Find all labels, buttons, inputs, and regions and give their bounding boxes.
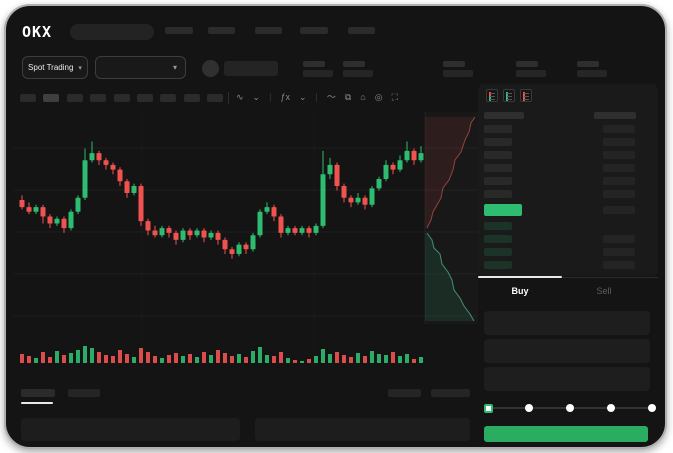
- slider-stop-1[interactable]: [525, 404, 533, 412]
- amount-input[interactable]: [484, 339, 650, 363]
- snapshot-icon[interactable]: ⌂: [360, 92, 366, 102]
- bid-amount-3: [603, 248, 635, 256]
- stat-label-1: [303, 61, 325, 67]
- divider: |: [269, 92, 272, 102]
- history-panel-placeholder: [255, 418, 470, 441]
- slider-stop-3[interactable]: [607, 404, 615, 412]
- book-view-asks-only-icon[interactable]: [520, 89, 532, 102]
- stat-value-1: [303, 70, 333, 77]
- book-view-bids-only-icon[interactable]: [503, 89, 515, 102]
- book-header-price: [484, 112, 524, 119]
- chart-bottom-link-1[interactable]: [388, 389, 421, 397]
- total-input[interactable]: [484, 367, 650, 391]
- stat-label-2: [343, 61, 365, 67]
- ask-amount-4: [603, 164, 635, 172]
- tabs-divider: [478, 277, 658, 278]
- app-window: OKX Spot Trading ▾ ▾ ∿ ⌄ | ƒx ⌄ | 〜 ⧉ ⌂ ◎ ⛶: [4, 4, 667, 449]
- slider-stop-0-selected[interactable]: [483, 403, 493, 413]
- chart-bottom-tab-2[interactable]: [68, 389, 100, 397]
- ask-amount-3: [603, 151, 635, 159]
- divider: |: [315, 92, 318, 102]
- chart-style-icon[interactable]: ∿: [236, 92, 244, 102]
- timeframe-button-8[interactable]: [183, 94, 200, 102]
- nav-item-5[interactable]: [348, 27, 375, 34]
- last-price-amount: [603, 206, 635, 214]
- ask-amount-1: [603, 125, 635, 133]
- chart-bottom-link-2[interactable]: [431, 389, 470, 397]
- pair-name-placeholder: [224, 61, 278, 76]
- market-type-label: Spot Trading: [28, 63, 74, 72]
- stat-label-3: [443, 61, 465, 67]
- stat-value-2: [343, 70, 373, 77]
- bid-amount-2: [603, 235, 635, 243]
- stat-value-3: [443, 70, 473, 77]
- timeframe-button-1[interactable]: [20, 94, 36, 102]
- ask-price-2[interactable]: [484, 138, 512, 146]
- orders-panel-placeholder: [21, 418, 240, 441]
- bid-price-1[interactable]: [484, 222, 512, 230]
- candlestick-chart[interactable]: [14, 110, 478, 372]
- chevron-down-icon: ▾: [172, 63, 177, 72]
- bid-price-4[interactable]: [484, 261, 512, 269]
- okx-logo: OKX: [22, 23, 53, 41]
- timeframe-button-5[interactable]: [113, 94, 130, 102]
- ask-price-4[interactable]: [484, 164, 512, 172]
- book-view-combined-book-icon[interactable]: [486, 89, 498, 102]
- pair-selector-dropdown[interactable]: ▾: [95, 56, 186, 79]
- nav-item-3[interactable]: [255, 27, 282, 34]
- tab-sell[interactable]: Sell: [596, 286, 612, 296]
- timeframe-button-7[interactable]: [160, 94, 177, 102]
- nav-item-4[interactable]: [300, 27, 328, 34]
- ask-amount-2: [603, 138, 635, 146]
- ask-amount-5: [603, 177, 635, 185]
- chevron-down-icon[interactable]: ⌄: [252, 92, 261, 102]
- stat-value-5: [577, 70, 607, 77]
- stat-value-4: [516, 70, 546, 77]
- buy-button[interactable]: [484, 426, 648, 442]
- slider-stop-4[interactable]: [648, 404, 656, 412]
- book-header-amount: [594, 112, 636, 119]
- tab-buy[interactable]: Buy: [511, 286, 529, 296]
- bid-price-2[interactable]: [484, 235, 512, 243]
- ask-price-6[interactable]: [484, 190, 512, 198]
- stat-label-5: [577, 61, 599, 67]
- timeframe-button-3[interactable]: [66, 94, 83, 102]
- trendline-icon[interactable]: 〜: [326, 92, 336, 102]
- chart-bottom-tab-1[interactable]: [21, 389, 55, 397]
- ask-amount-6: [603, 190, 635, 198]
- bid-price-3[interactable]: [484, 248, 512, 256]
- chevron-down-icon: ▾: [78, 64, 82, 72]
- nav-item-2[interactable]: [208, 27, 235, 34]
- ask-price-5[interactable]: [484, 177, 512, 185]
- slider-stop-2[interactable]: [566, 404, 574, 412]
- fullscreen-icon[interactable]: ⛶: [391, 92, 398, 102]
- timeframe-button-4[interactable]: [90, 94, 107, 102]
- stat-label-4: [516, 61, 538, 67]
- bid-amount-4: [603, 261, 635, 269]
- search-input[interactable]: [70, 24, 154, 40]
- last-price-badge[interactable]: [484, 204, 522, 216]
- chevron-down-icon[interactable]: ⌄: [298, 92, 307, 102]
- buy-tab-underline: [478, 276, 562, 278]
- ask-price-3[interactable]: [484, 151, 512, 159]
- market-type-dropdown[interactable]: Spot Trading ▾: [22, 56, 88, 79]
- settings-icon[interactable]: ◎: [374, 92, 383, 102]
- price-input[interactable]: [484, 311, 650, 335]
- active-tab-underline: [21, 402, 53, 404]
- timeframe-button-2[interactable]: [43, 94, 60, 102]
- compare-icon[interactable]: ⧉: [344, 92, 352, 102]
- indicators-icon[interactable]: ƒx: [280, 92, 290, 102]
- nav-item-1[interactable]: [165, 27, 193, 34]
- pair-icon: [202, 60, 219, 77]
- timeframe-button-9[interactable]: [207, 94, 224, 102]
- ask-price-1[interactable]: [484, 125, 512, 133]
- timeframe-button-6[interactable]: [137, 94, 153, 102]
- chart-tools: ∿ ⌄ | ƒx ⌄ | 〜 ⧉ ⌂ ◎ ⛶: [236, 90, 398, 104]
- divider: [228, 92, 229, 104]
